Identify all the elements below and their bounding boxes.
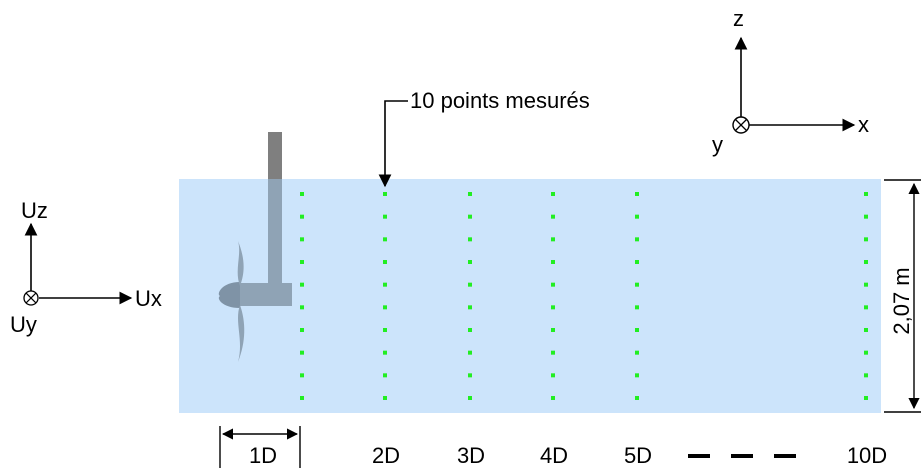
height-label: 2,07 m: [889, 267, 914, 334]
measurement-point: [300, 350, 304, 355]
height-dimension: 2,07 m: [884, 179, 921, 413]
measurement-point: [551, 328, 555, 332]
water-domain: [179, 179, 881, 413]
y-symbol-cross-2: [735, 119, 747, 131]
annotation-leader-line: [378, 100, 408, 188]
measurement-point: [300, 192, 304, 196]
station-label-5d: 5D: [624, 443, 652, 468]
measurement-point: [864, 350, 868, 355]
measurement-point: [864, 373, 868, 378]
measurement-point: [864, 260, 868, 264]
uy-label: Uy: [10, 312, 37, 337]
measurement-point: [864, 214, 868, 219]
measurement-point: [383, 373, 387, 378]
station-label-3d: 3D: [457, 443, 485, 468]
uy-symbol-cross-2: [25, 292, 37, 304]
turbine-nacelle: [232, 283, 292, 306]
measurement-point: [864, 328, 868, 332]
annotation-label: 10 points mesurés: [410, 88, 590, 113]
y-axis-label: y: [712, 132, 723, 157]
measurement-point: [551, 350, 555, 355]
measurement-point: [383, 305, 387, 310]
station-label-10d: 10D: [847, 443, 887, 468]
turbine-mast-top: [268, 132, 282, 182]
measurement-point: [468, 237, 472, 242]
turbine-hub: [218, 282, 240, 308]
measurement-point: [864, 305, 868, 310]
measurement-point: [383, 192, 387, 196]
measurement-point: [551, 192, 555, 196]
turbine: [218, 132, 292, 362]
spacing-dimension-1d: [219, 426, 301, 468]
turbine-blade-upper: [237, 241, 244, 286]
uz-label: Uz: [21, 198, 48, 223]
measurement-point: [383, 237, 387, 242]
station-labels: 1D 2D 3D 4D 5D 10D: [249, 443, 887, 468]
measurement-point: [468, 260, 472, 264]
measurement-point: [635, 396, 639, 400]
measurement-point: [468, 328, 472, 332]
measurement-point: [551, 396, 555, 400]
measurement-point: [383, 328, 387, 332]
measurement-point: [383, 260, 387, 264]
measurement-point: [300, 237, 304, 242]
measurement-point: [635, 305, 639, 310]
measurement-point: [300, 373, 304, 378]
station-label-2d: 2D: [372, 443, 400, 468]
measurement-point: [383, 350, 387, 355]
measurement-point: [468, 282, 472, 287]
measurement-point: [551, 237, 555, 242]
measurement-point: [383, 396, 387, 400]
station-label-4d: 4D: [540, 443, 568, 468]
measurement-point: [551, 282, 555, 287]
measurement-point: [300, 282, 304, 287]
measurement-point: [635, 214, 639, 219]
x-axis-label: x: [858, 112, 869, 137]
measurement-point: [864, 237, 868, 242]
measurement-point: [468, 373, 472, 378]
global-axes: z x y: [712, 6, 869, 157]
measurement-point: [383, 214, 387, 219]
measurement-point: [635, 282, 639, 287]
measurement-point: [864, 282, 868, 287]
station-label-1d: 1D: [249, 443, 277, 468]
points-annotation: 10 points mesurés: [378, 88, 590, 188]
measurement-point: [383, 282, 387, 287]
measurement-point: [864, 192, 868, 196]
measurement-point: [468, 396, 472, 400]
measurement-point: [551, 305, 555, 310]
measurement-point: [300, 214, 304, 219]
z-axis-label: z: [733, 6, 744, 31]
measurement-point: [635, 350, 639, 355]
measurement-point: [635, 192, 639, 196]
measurement-point: [551, 260, 555, 264]
measurement-point: [300, 305, 304, 310]
measurement-point: [635, 237, 639, 242]
turbine-mast: [268, 179, 282, 284]
measurement-point: [300, 396, 304, 400]
measurement-point: [635, 328, 639, 332]
measurement-point: [864, 396, 868, 400]
ux-label: Ux: [135, 286, 162, 311]
measurement-point: [468, 192, 472, 196]
measurement-points: [300, 192, 868, 400]
turbine-blade-lower: [238, 305, 245, 362]
measurement-point: [468, 305, 472, 310]
measurement-point: [468, 214, 472, 219]
velocity-axes: Uz Ux Uy: [10, 198, 162, 337]
measurement-point: [551, 373, 555, 378]
measurement-point: [300, 260, 304, 264]
measurement-point: [300, 328, 304, 332]
measurement-point: [468, 350, 472, 355]
measurement-point: [635, 260, 639, 264]
measurement-point: [635, 373, 639, 378]
measurement-point: [551, 214, 555, 219]
